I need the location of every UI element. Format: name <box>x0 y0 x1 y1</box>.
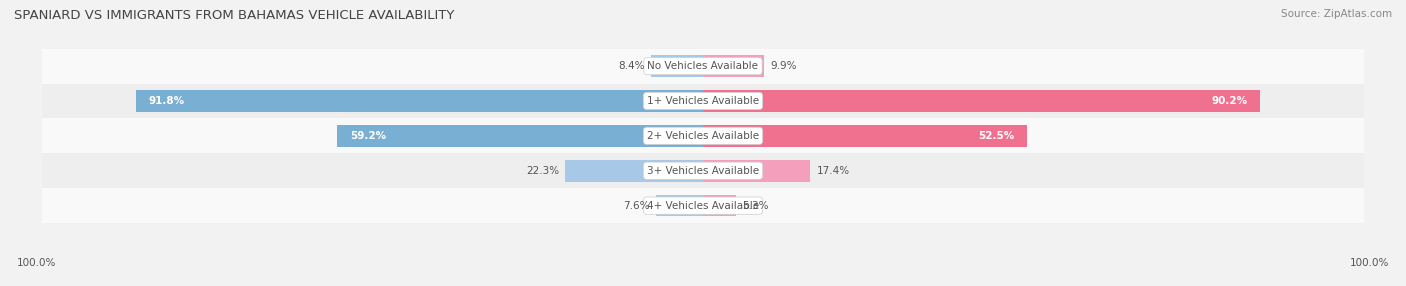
Text: 2+ Vehicles Available: 2+ Vehicles Available <box>647 131 759 141</box>
Bar <box>703 55 763 77</box>
Bar <box>651 55 703 77</box>
Text: 59.2%: 59.2% <box>350 131 385 141</box>
Text: 52.5%: 52.5% <box>979 131 1015 141</box>
Text: 100.0%: 100.0% <box>1350 258 1389 268</box>
Bar <box>42 118 1364 153</box>
Text: No Vehicles Available: No Vehicles Available <box>648 61 758 71</box>
Bar <box>42 49 1364 84</box>
Text: 22.3%: 22.3% <box>526 166 560 176</box>
Bar <box>703 195 735 217</box>
Text: 9.9%: 9.9% <box>770 61 797 71</box>
Text: 91.8%: 91.8% <box>149 96 184 106</box>
Text: 8.4%: 8.4% <box>619 61 645 71</box>
Bar <box>703 160 810 182</box>
Text: 3+ Vehicles Available: 3+ Vehicles Available <box>647 166 759 176</box>
Text: 17.4%: 17.4% <box>817 166 849 176</box>
Bar <box>565 160 703 182</box>
Bar <box>337 125 703 147</box>
Bar <box>136 90 703 112</box>
Text: 100.0%: 100.0% <box>17 258 56 268</box>
Legend: Spaniard, Immigrants from Bahamas: Spaniard, Immigrants from Bahamas <box>565 285 841 286</box>
Bar <box>657 195 703 217</box>
Text: 5.3%: 5.3% <box>742 201 769 210</box>
Text: 1+ Vehicles Available: 1+ Vehicles Available <box>647 96 759 106</box>
Text: Source: ZipAtlas.com: Source: ZipAtlas.com <box>1281 9 1392 19</box>
Text: 4+ Vehicles Available: 4+ Vehicles Available <box>647 201 759 210</box>
Text: 7.6%: 7.6% <box>623 201 650 210</box>
Bar <box>42 84 1364 118</box>
Bar <box>42 188 1364 223</box>
Bar <box>703 125 1028 147</box>
Text: SPANIARD VS IMMIGRANTS FROM BAHAMAS VEHICLE AVAILABILITY: SPANIARD VS IMMIGRANTS FROM BAHAMAS VEHI… <box>14 9 454 21</box>
Bar <box>703 90 1260 112</box>
Text: 90.2%: 90.2% <box>1212 96 1247 106</box>
Bar <box>42 153 1364 188</box>
